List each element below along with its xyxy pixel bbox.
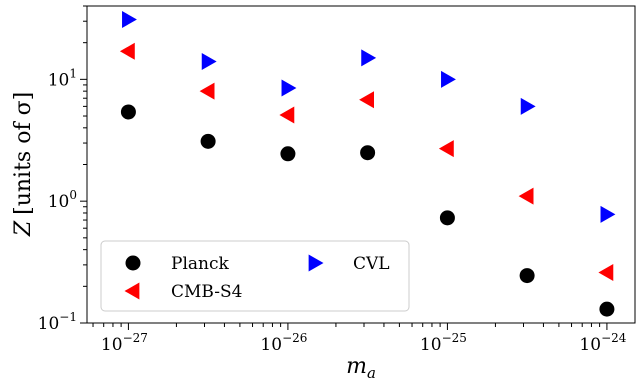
point-planck	[360, 145, 376, 161]
legend-label-cmb-s4: CMB-S4	[171, 282, 242, 302]
point-cvl	[361, 49, 377, 67]
x-tick-label: 10−25	[420, 331, 467, 355]
y-axis-label-units: [units of σ]	[11, 92, 36, 215]
point-cvl	[600, 205, 616, 223]
y-tick-label: 101	[48, 66, 77, 90]
point-cmb-s4	[359, 91, 374, 109]
legend-label-planck: Planck	[171, 254, 229, 274]
point-cvl	[441, 70, 456, 88]
point-planck	[519, 268, 535, 284]
y-tick-label: 100	[48, 188, 77, 212]
point-cmb-s4	[438, 140, 454, 158]
legend-marker-planck	[125, 255, 141, 271]
point-cmb-s4	[119, 42, 135, 60]
y-axis-label-variable: Z	[11, 220, 36, 237]
point-planck	[200, 133, 216, 149]
legend-marker-cvl	[308, 254, 324, 272]
x-axis-label: ma	[346, 354, 376, 381]
tick-labels: 10−27 10−26 10−25 10−24 10−1 100 101	[38, 66, 627, 355]
point-planck	[439, 210, 455, 226]
point-cvl	[520, 97, 536, 115]
point-planck	[280, 146, 296, 162]
data-points	[119, 10, 616, 317]
legend-marker-cmb-s4	[124, 282, 140, 300]
y-tick-label: 10−1	[38, 310, 77, 334]
legend: Planck CMB-S4 CVL	[100, 240, 410, 312]
x-tick-label: 10−26	[260, 331, 307, 355]
point-cmb-s4	[598, 263, 614, 281]
point-cmb-s4	[518, 187, 534, 205]
point-cvl	[122, 10, 137, 28]
x-tick-label: 10−27	[101, 331, 148, 355]
point-cmb-s4	[279, 106, 295, 124]
legend-box	[100, 240, 410, 312]
x-axis-label-main: m	[346, 354, 367, 379]
point-planck	[599, 301, 615, 317]
point-cvl	[281, 79, 297, 97]
point-planck	[120, 104, 136, 120]
point-cvl	[201, 53, 217, 71]
ticks	[80, 5, 608, 330]
point-cmb-s4	[199, 82, 215, 100]
x-axis-label-subscript: a	[367, 364, 376, 381]
x-tick-label: 10−24	[579, 331, 626, 355]
legend-label-cvl: CVL	[353, 254, 390, 274]
y-axis-label: Z [units of σ]	[11, 92, 36, 237]
